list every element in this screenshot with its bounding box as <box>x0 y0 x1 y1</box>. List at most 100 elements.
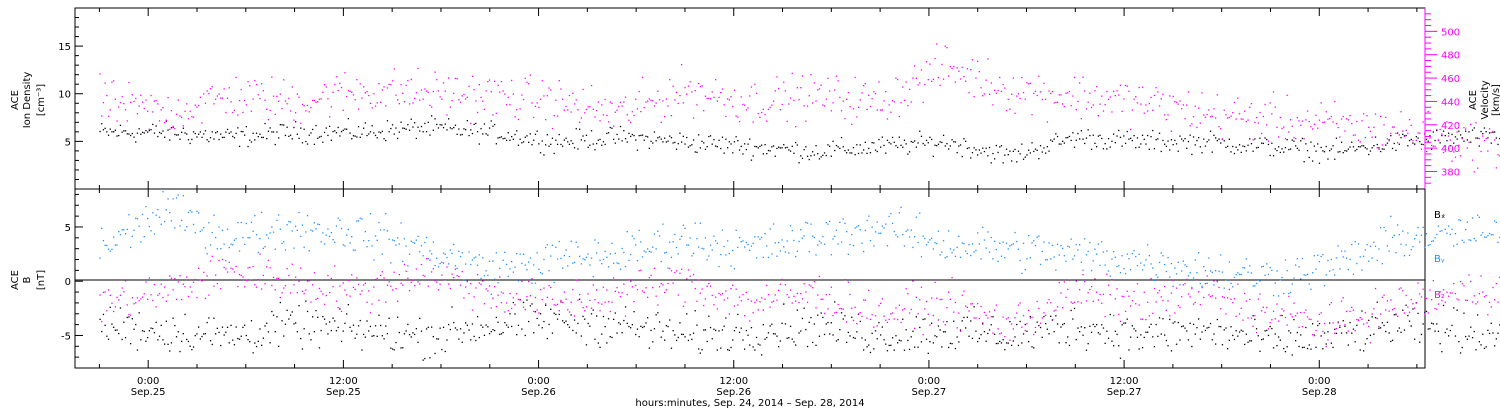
bx-point <box>732 339 734 341</box>
bz-point <box>1451 292 1453 294</box>
density-point <box>262 136 264 139</box>
density-point <box>866 152 868 154</box>
density-point <box>696 151 698 153</box>
bz-point <box>317 297 319 299</box>
density-point <box>767 149 770 152</box>
bx-point <box>266 322 268 324</box>
velocity-point <box>752 121 754 123</box>
bx-point <box>1466 338 1468 340</box>
bz-point <box>903 308 906 310</box>
bz-point <box>536 309 538 311</box>
by-point <box>550 255 552 257</box>
bz-point <box>106 310 108 312</box>
density-point <box>1386 142 1389 144</box>
density-point <box>528 141 530 143</box>
density-point <box>441 124 443 126</box>
bz-point <box>1097 299 1099 301</box>
velocity-point <box>306 104 309 107</box>
bz-point <box>1089 288 1091 291</box>
bx-point <box>1417 312 1419 315</box>
by-point <box>140 241 142 243</box>
by-point <box>851 234 853 236</box>
bz-point <box>490 307 492 309</box>
velocity-point <box>1480 150 1482 153</box>
bx-point <box>1329 322 1331 324</box>
velocity-point <box>647 100 649 102</box>
bx-point <box>1230 326 1232 328</box>
by-point <box>244 243 246 246</box>
by-point <box>357 220 360 222</box>
velocity-point <box>1233 101 1236 104</box>
by-point <box>1485 236 1487 238</box>
by-point <box>1211 271 1213 273</box>
bx-point <box>786 337 788 339</box>
bx-point <box>1147 331 1149 333</box>
by-point <box>771 253 773 255</box>
bx-point <box>621 332 623 334</box>
density-point <box>240 130 242 133</box>
bx-point <box>116 329 118 331</box>
bx-point <box>944 331 946 333</box>
density-point <box>1381 148 1383 150</box>
density-point <box>759 145 761 147</box>
by-point <box>1050 258 1052 260</box>
density-point <box>1131 140 1133 142</box>
bx-point <box>599 346 601 348</box>
velocity-point <box>711 91 713 93</box>
velocity-point <box>696 104 698 106</box>
by-point <box>1463 241 1465 243</box>
density-point <box>902 146 904 148</box>
by-point <box>715 240 717 242</box>
by-point <box>405 245 407 247</box>
density-point <box>1090 148 1093 150</box>
bx-point <box>1279 339 1281 341</box>
bx-point <box>1113 345 1115 347</box>
density-point <box>393 133 395 135</box>
by-point <box>1080 261 1082 263</box>
by-point <box>509 268 511 270</box>
bz-point <box>1342 297 1344 299</box>
velocity-point <box>1383 124 1385 126</box>
bz-point <box>359 293 361 295</box>
by-point <box>567 265 569 267</box>
bx-point <box>357 325 360 327</box>
bz-point <box>340 310 343 312</box>
bz-point <box>932 314 934 317</box>
bz-point <box>526 296 528 298</box>
bz-point <box>373 286 375 288</box>
velocity-point <box>1165 119 1167 121</box>
bx-point <box>425 328 428 330</box>
bx-point <box>1175 343 1178 345</box>
density-point <box>628 132 630 134</box>
bx-point <box>633 311 635 313</box>
bz-point <box>1262 306 1264 308</box>
density-point <box>1175 143 1178 145</box>
velocity-point <box>1245 120 1247 123</box>
by-point <box>403 238 406 240</box>
velocity-point <box>956 67 958 69</box>
by-point <box>458 250 460 253</box>
bz-point <box>764 298 766 300</box>
density-point <box>242 131 244 133</box>
velocity-point <box>446 114 448 116</box>
velocity-point <box>206 90 208 92</box>
bx-point <box>1289 332 1292 334</box>
velocity-point <box>682 102 684 104</box>
velocity-point <box>398 103 400 105</box>
by-point <box>500 291 503 293</box>
bx-point <box>567 324 569 326</box>
density-point <box>538 143 540 145</box>
density-point <box>861 152 863 154</box>
by-point <box>111 248 113 250</box>
bx-point <box>1446 328 1448 330</box>
bx-point <box>1473 330 1475 333</box>
by-point <box>376 239 378 241</box>
bz-point <box>1429 289 1431 291</box>
bz-point <box>512 297 514 299</box>
bz-point <box>822 298 824 300</box>
bx-point <box>247 339 249 341</box>
bx-point <box>1063 322 1065 325</box>
density-point <box>874 149 877 151</box>
bx-point <box>604 326 606 328</box>
bx-point <box>1060 326 1062 328</box>
